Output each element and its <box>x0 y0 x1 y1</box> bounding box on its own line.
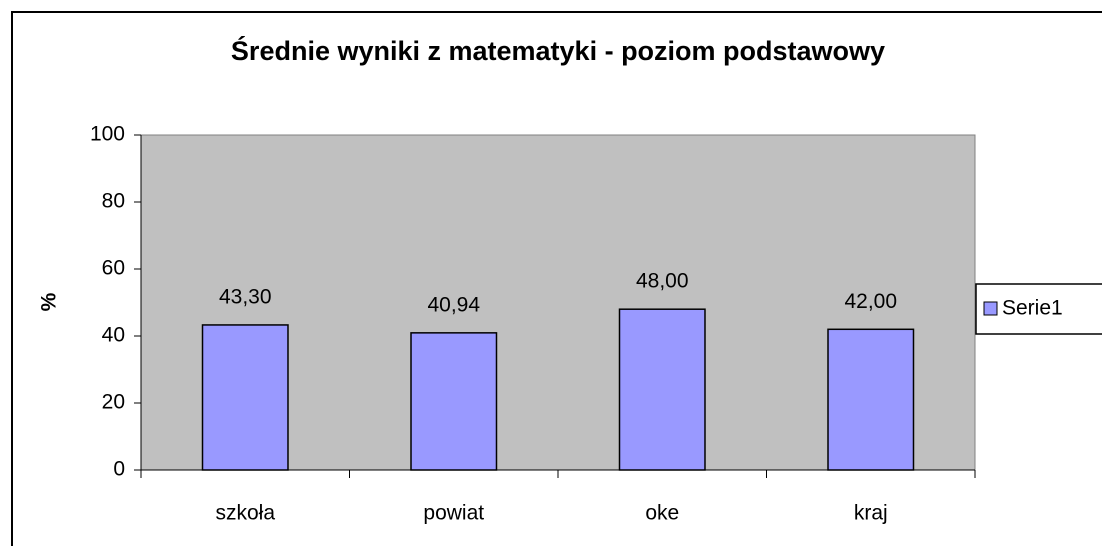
bar <box>201 324 289 471</box>
x-tick-label: oke <box>645 502 679 525</box>
y-axis-label: % <box>38 292 61 311</box>
legend-swatch <box>983 301 998 316</box>
data-label: 40,94 <box>427 293 480 316</box>
x-tick-label: kraj <box>854 502 888 525</box>
legend-label: Serie1 <box>1002 297 1063 320</box>
x-tick-label: szkoła <box>215 502 275 525</box>
data-label: 48,00 <box>636 270 689 293</box>
x-tick-label: powiat <box>423 502 484 525</box>
bar <box>827 328 915 471</box>
data-label: 43,30 <box>219 285 272 308</box>
data-label: 42,00 <box>844 290 897 313</box>
y-tick-label: 80 <box>102 190 125 213</box>
bar <box>410 332 498 471</box>
y-tick-label: 0 <box>113 458 125 481</box>
bar <box>618 308 706 471</box>
y-tick-label: 100 <box>90 123 125 146</box>
y-tick-label: 40 <box>102 324 125 347</box>
y-tick-label: 20 <box>102 391 125 414</box>
chart-title: Średnie wyniki z matematyki - poziom pod… <box>231 35 885 66</box>
y-tick-label: 60 <box>102 257 125 280</box>
